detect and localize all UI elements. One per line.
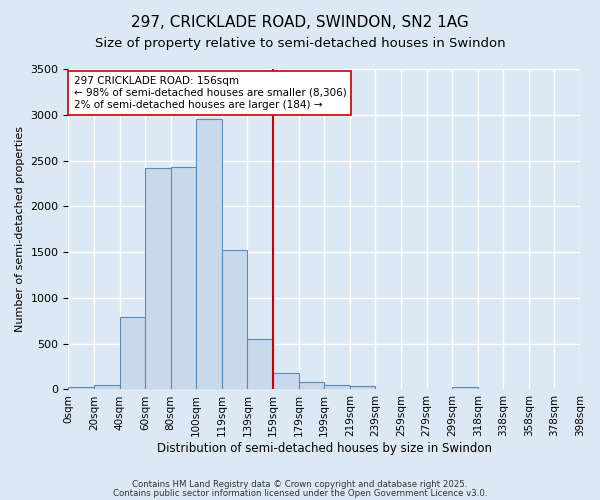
Bar	[299, 382, 324, 390]
Bar	[94, 385, 119, 390]
X-axis label: Distribution of semi-detached houses by size in Swindon: Distribution of semi-detached houses by …	[157, 442, 492, 455]
Bar	[350, 386, 376, 390]
Bar	[145, 168, 171, 390]
Text: Contains HM Land Registry data © Crown copyright and database right 2025.: Contains HM Land Registry data © Crown c…	[132, 480, 468, 489]
Text: Size of property relative to semi-detached houses in Swindon: Size of property relative to semi-detach…	[95, 38, 505, 51]
Text: 297 CRICKLADE ROAD: 156sqm
← 98% of semi-detached houses are smaller (8,306)
2% : 297 CRICKLADE ROAD: 156sqm ← 98% of semi…	[74, 76, 346, 110]
Bar	[452, 386, 478, 390]
Text: 297, CRICKLADE ROAD, SWINDON, SN2 1AG: 297, CRICKLADE ROAD, SWINDON, SN2 1AG	[131, 15, 469, 30]
Text: Contains public sector information licensed under the Open Government Licence v3: Contains public sector information licen…	[113, 488, 487, 498]
Bar	[119, 317, 145, 390]
Bar	[222, 250, 247, 390]
Bar	[68, 386, 94, 390]
Bar	[247, 338, 273, 390]
Bar	[171, 167, 196, 390]
Y-axis label: Number of semi-detached properties: Number of semi-detached properties	[15, 126, 25, 332]
Bar	[324, 385, 350, 390]
Bar	[273, 374, 299, 390]
Bar	[196, 120, 222, 390]
